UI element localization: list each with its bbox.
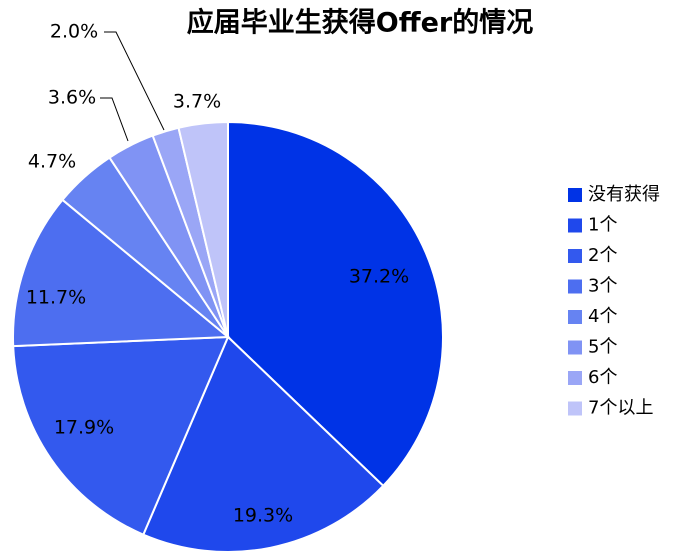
leader-line: [104, 31, 165, 131]
data-label: 37.2%: [349, 266, 409, 288]
legend-swatch: [568, 310, 582, 324]
legend-label: 2个: [588, 245, 617, 266]
data-label: 4.7%: [28, 151, 76, 173]
legend-swatch: [568, 340, 582, 355]
data-label: 17.9%: [54, 417, 114, 439]
pie-slice: [227, 120, 444, 488]
data-label: 11.7%: [26, 287, 86, 309]
pie-slice: [12, 335, 230, 536]
legend-swatch: [568, 401, 582, 416]
legend-swatch: [568, 218, 582, 233]
legend-label: 1个: [588, 215, 617, 236]
data-label: 3.7%: [173, 91, 221, 113]
legend-label: 5个: [588, 337, 617, 358]
legend-label: 3个: [588, 276, 617, 297]
data-label: 2.0%: [50, 21, 98, 43]
leader-line: [100, 97, 129, 142]
legend-label: 6个: [588, 367, 617, 388]
chart-title: 应届毕业生获得Offer的情况: [187, 7, 533, 39]
legend-swatch: [568, 249, 582, 263]
legend-swatch: [568, 371, 582, 385]
pie-slice: [142, 335, 385, 552]
data-label: 3.6%: [48, 87, 96, 109]
legend-swatch: [568, 279, 582, 294]
legend-label: 没有获得: [588, 184, 660, 205]
legend-label: 7个以上: [588, 398, 653, 419]
pie-slice: [12, 198, 231, 348]
data-label: 19.3%: [233, 505, 293, 527]
legend-swatch: [568, 188, 582, 202]
legend-label: 4个: [588, 306, 617, 327]
pie-slice: [177, 120, 229, 338]
